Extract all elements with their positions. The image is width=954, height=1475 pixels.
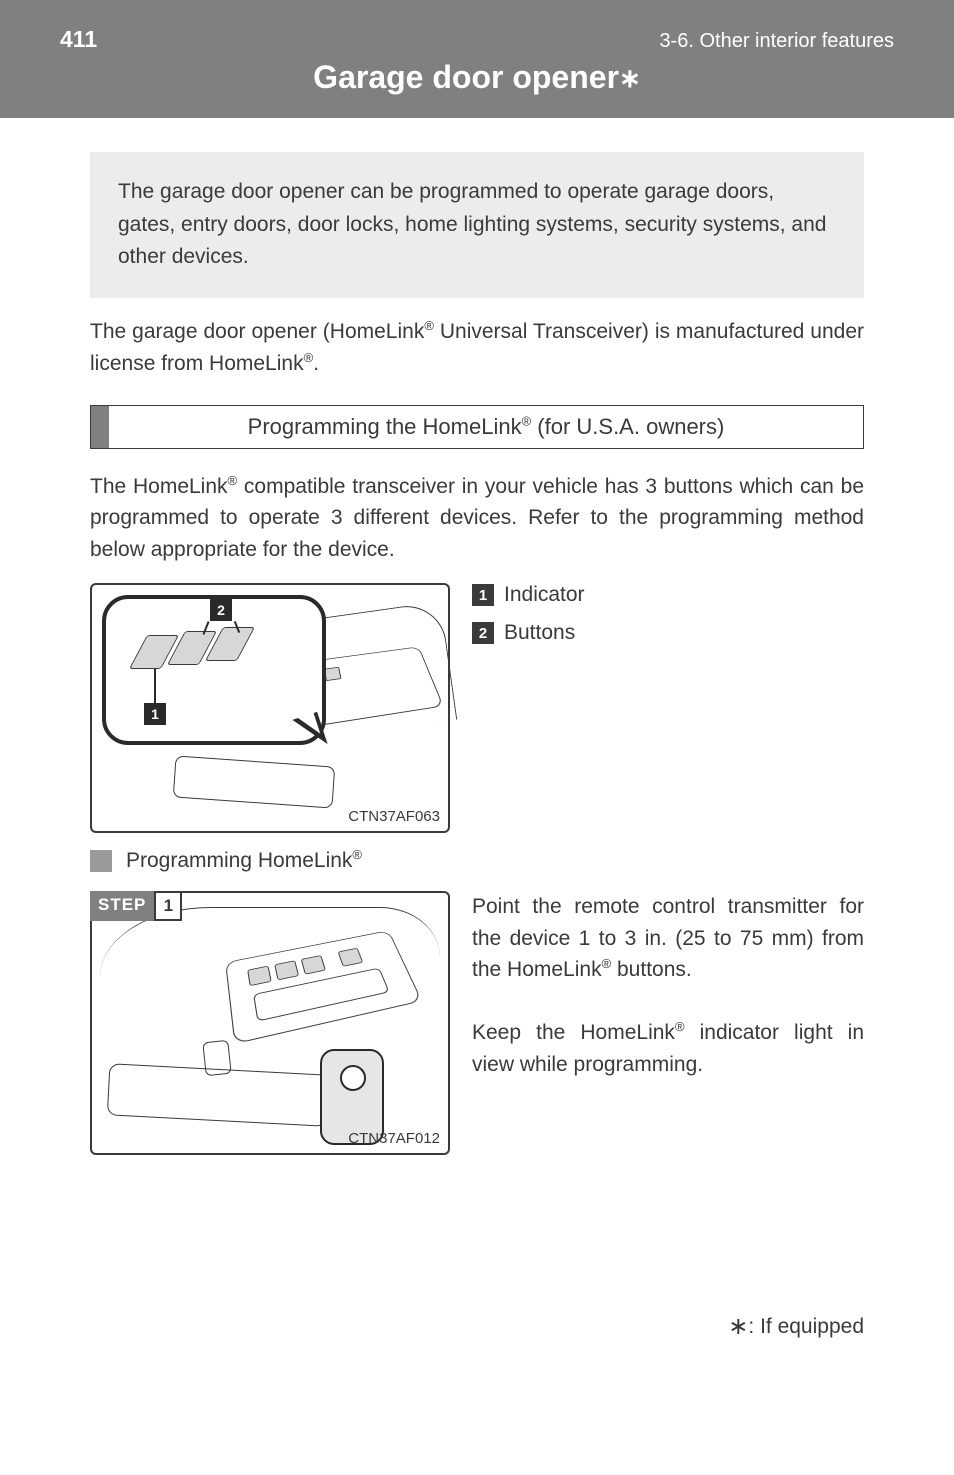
callout-badge-1: 1: [144, 703, 166, 725]
title-asterisk-icon: ∗: [619, 65, 641, 91]
title-text: Garage door opener: [313, 59, 619, 96]
registered-icon: ®: [424, 318, 434, 333]
manufacturer-note: The garage door opener (HomeLink® Univer…: [90, 316, 864, 381]
console-button-icon: [338, 948, 364, 967]
console-button-icon: [247, 966, 272, 987]
header-top-line: 411 3-6. Other interior features: [60, 26, 894, 53]
programming-intro: The HomeLink® compatible transceiver in …: [90, 471, 864, 566]
step-number: 1: [154, 891, 182, 921]
callout-number-1-icon: 1: [472, 584, 494, 606]
registered-icon: ®: [304, 350, 314, 365]
intro-box: The garage door opener can be programmed…: [90, 152, 864, 298]
registered-icon: ®: [675, 1019, 685, 1034]
diagram-buttons-closeup: 1 2 CTN37AF063: [90, 583, 450, 833]
sub-heading-before: Programming HomeLink: [126, 849, 352, 872]
page-title: Garage door opener ∗: [60, 59, 894, 96]
section-bar-after: (for U.S.A. owners): [531, 414, 724, 439]
callout-list: 1 Indicator 2 Buttons: [472, 583, 864, 659]
diagram-code: CTN37AF063: [348, 808, 440, 825]
leader-line: [154, 669, 156, 705]
section-bar-tab: [91, 406, 109, 448]
registered-icon: ®: [522, 413, 532, 428]
note-seg1: The garage door opener (HomeLink: [90, 320, 424, 343]
callout-badge-2: 2: [210, 599, 232, 621]
rearview-mirror-outline: [107, 1064, 329, 1127]
note-seg3: .: [313, 352, 319, 375]
square-bullet-icon: [90, 850, 112, 872]
header-band: 411 3-6. Other interior features Garage …: [0, 0, 954, 118]
step-label-text: STEP: [90, 891, 154, 921]
step-label: STEP 1: [90, 891, 182, 921]
registered-icon: ®: [228, 473, 238, 488]
intro-text: The garage door opener can be programmed…: [118, 180, 826, 268]
callout-item-indicator: 1 Indicator: [472, 583, 864, 607]
callout-label: Buttons: [504, 621, 575, 645]
program-intro-before: The HomeLink: [90, 475, 228, 498]
breadcrumb: 3-6. Other interior features: [659, 30, 894, 53]
rearview-mirror-outline: [173, 756, 336, 809]
console-button-icon: [324, 667, 342, 681]
content-area: The garage door opener can be programmed…: [0, 152, 954, 1155]
diagram-step1: STEP 1 CTN37AF012: [90, 891, 450, 1155]
page-number: 411: [60, 26, 97, 53]
step1-seg2: buttons.: [611, 958, 692, 981]
section-bar-before: Programming the HomeLink: [248, 414, 522, 439]
callout-label: Indicator: [504, 583, 585, 607]
remote-button-icon: [340, 1065, 366, 1091]
step1-instructions: Point the remote control transmitter for…: [472, 891, 864, 1080]
sub-heading: Programming HomeLink®: [90, 849, 864, 873]
asterisk-icon: ∗: [728, 1313, 748, 1340]
buttons-overview-row: 1 2 CTN37AF063 1 Indicator 2 Buttons: [90, 583, 864, 833]
callout-number-2-icon: 2: [472, 622, 494, 644]
sub-heading-text: Programming HomeLink®: [126, 849, 362, 873]
callout-item-buttons: 2 Buttons: [472, 621, 864, 645]
section-bar: Programming the HomeLink® (for U.S.A. ow…: [90, 405, 864, 449]
section-bar-title: Programming the HomeLink® (for U.S.A. ow…: [109, 406, 863, 448]
registered-icon: ®: [352, 847, 362, 862]
console-button-icon: [274, 960, 299, 980]
console-button-icon: [301, 955, 326, 975]
step1-seg3: Keep the HomeLink: [472, 1021, 675, 1044]
registered-icon: ®: [602, 956, 612, 971]
step1-row: STEP 1 CTN37AF012 Point the remote contr…: [90, 891, 864, 1155]
footnote: ∗: If equipped: [728, 1315, 864, 1339]
diagram-code: CTN37AF012: [348, 1130, 440, 1147]
footnote-text: : If equipped: [748, 1315, 864, 1338]
